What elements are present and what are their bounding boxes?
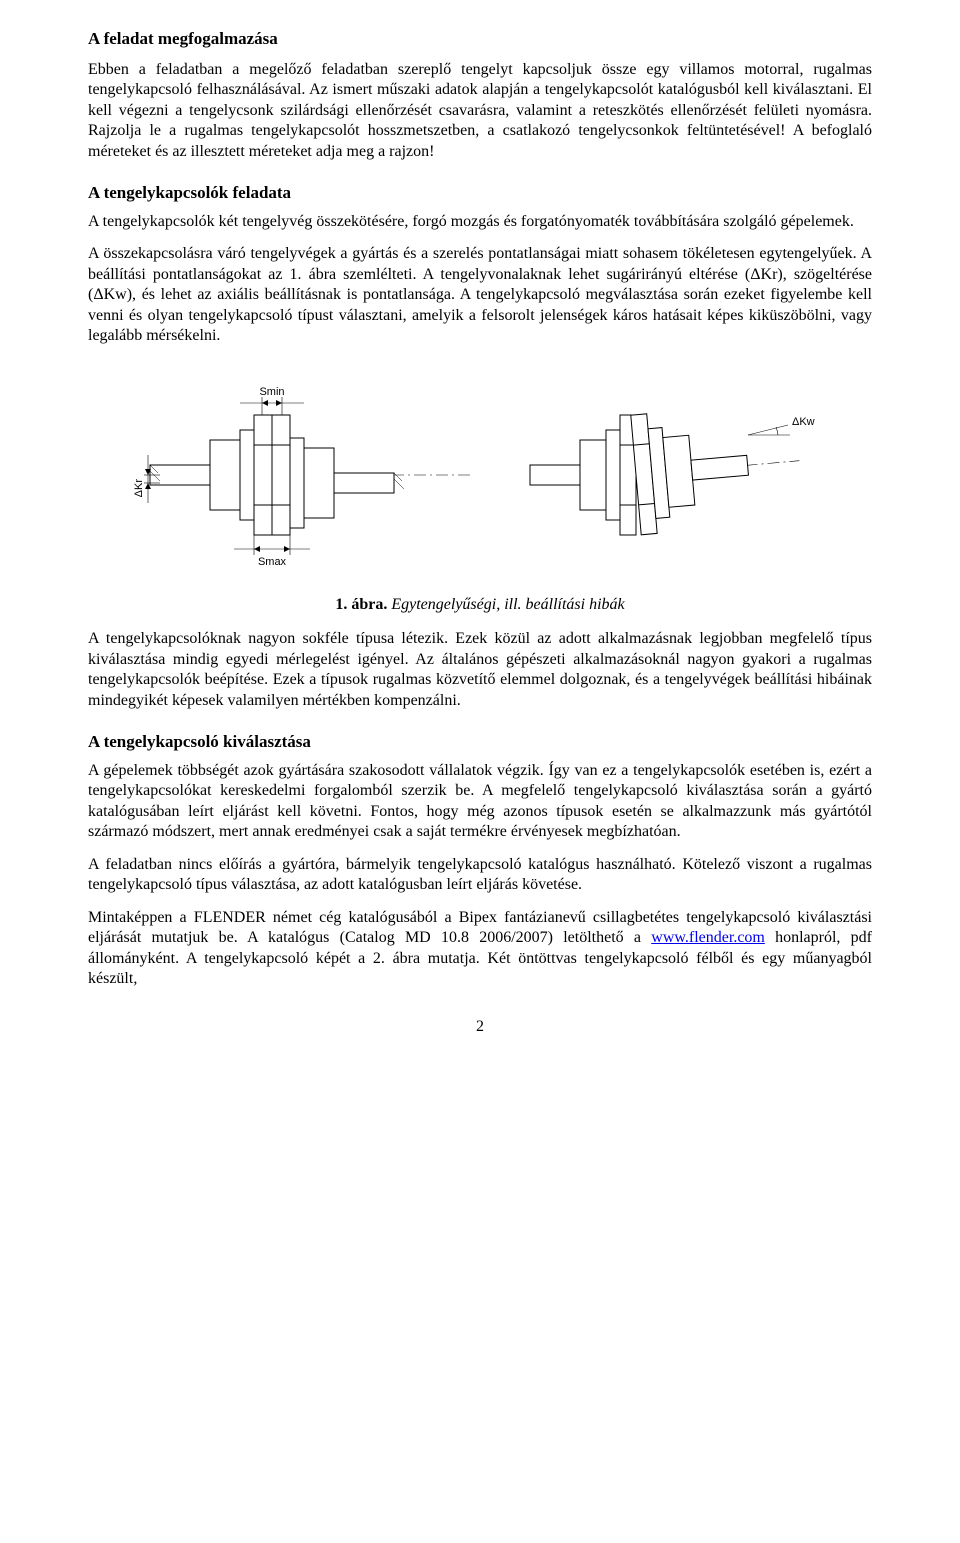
sec2-p2: A összekapcsolásra váró tengelyvégek a g…: [88, 244, 872, 346]
sec3-p1: A gépelemek többségét azok gyártására sz…: [88, 761, 872, 843]
figure-1-caption-text: Egytengelyűségi, ill. beállítási hibák: [387, 596, 624, 613]
page-number: 2: [88, 1017, 872, 1037]
figure-1-caption: 1. ábra. Egytengelyűségi, ill. beállítás…: [88, 595, 872, 615]
section-title-selection: A tengelykapcsoló kiválasztása: [88, 731, 872, 753]
sec3-p3: Mintaképpen a FLENDER német cég katalógu…: [88, 908, 872, 990]
intro-paragraph: Ebben a feladatban a megelőző feladatban…: [88, 60, 872, 162]
sec2-p1: A tengelykapcsolók két tengelyvég összek…: [88, 212, 872, 232]
fig1-label-kr: ΔKr: [133, 478, 145, 497]
figure-1-caption-number: 1. ábra.: [335, 596, 387, 613]
fig1-label-smax: Smax: [258, 556, 287, 568]
section-title-couplings-task: A tengelykapcsolók feladata: [88, 182, 872, 204]
sec2-p3: A tengelykapcsolóknak nagyon sokféle típ…: [88, 629, 872, 711]
figure-1-alignment-errors: Smin Smax ΔKr: [130, 365, 830, 585]
fig1-label-smin: Smin: [259, 386, 284, 398]
sec3-p2: A feladatban nincs előírás a gyártóra, b…: [88, 855, 872, 896]
section-title-task: A feladat megfogalmazása: [88, 28, 872, 50]
flender-link[interactable]: www.flender.com: [651, 929, 765, 946]
fig1-label-kw: ΔKw: [792, 416, 815, 428]
